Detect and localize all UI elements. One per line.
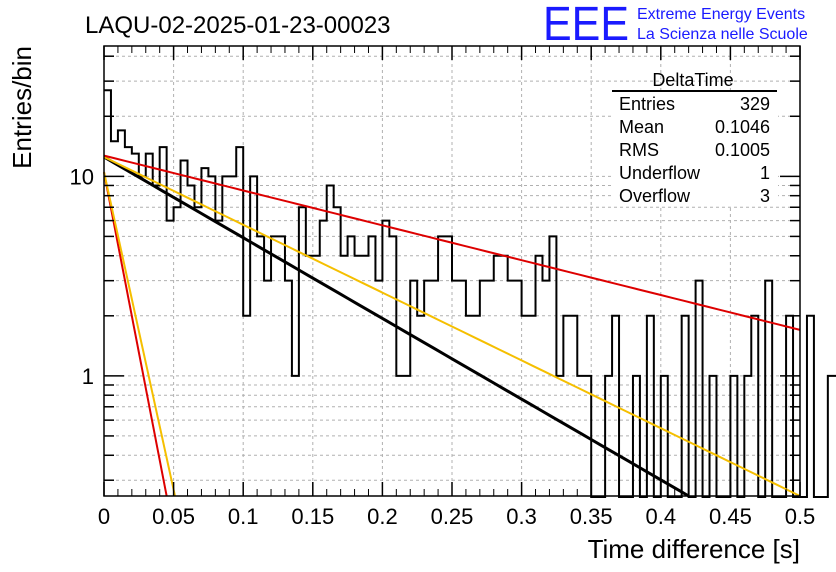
y-tick-label: 10	[70, 164, 94, 189]
stats-row-label: Underflow	[619, 163, 701, 183]
grid-lines	[104, 46, 800, 496]
stats-row-label: RMS	[619, 140, 659, 160]
x-axis-ticks: 0 0.05 0.1 0.15 0.2 0.25 0.3 0.35 0.4 0.45 0.5	[98, 46, 815, 529]
stats-row-value: 0.1046	[715, 117, 770, 137]
x-tick-label: 0.35	[570, 504, 613, 529]
logo-mark: EEE	[543, 0, 629, 51]
fit-line	[103, 154, 801, 331]
stats-row-value: 329	[740, 94, 770, 114]
fit-line	[103, 156, 801, 497]
x-tick-label: 0.05	[152, 504, 195, 529]
stats-row-label: Mean	[619, 117, 664, 137]
x-tick-label: 0.45	[709, 504, 752, 529]
x-tick-label: 0.15	[291, 504, 334, 529]
y-tick-label: 1	[82, 364, 94, 389]
x-tick-label: 0.5	[785, 504, 816, 529]
fit-line	[103, 171, 176, 497]
stats-row-value: 0.1005	[715, 140, 770, 160]
eee-logo: EEE Extreme Energy Events La Scienza nel…	[543, 0, 808, 51]
x-tick-label: 0.3	[506, 504, 537, 529]
stats-row-value: 1	[760, 163, 770, 183]
logo-line-1: Extreme Energy Events	[637, 6, 805, 23]
stats-row-label: Entries	[619, 94, 675, 114]
y-axis-ticks: 1 10	[70, 55, 800, 481]
stats-box: DeltaTime Entries 329 Mean 0.1046 RMS 0.1005 U…	[612, 70, 778, 206]
stats-row-value: 3	[760, 186, 770, 206]
x-tick-label: 0.4	[646, 504, 677, 529]
histogram-outline	[104, 89, 836, 498]
chart-title: LAQU-02-2025-01-23-00023	[85, 12, 391, 39]
fit-line	[103, 171, 168, 497]
x-tick-label: 0.25	[431, 504, 474, 529]
y-axis-label: Entries/bin	[7, 46, 37, 169]
stats-box-bg	[612, 90, 778, 206]
x-tick-label: 0.1	[228, 504, 259, 529]
stats-row-label: Overflow	[619, 186, 691, 206]
fit-lines	[103, 154, 801, 498]
histogram	[104, 89, 836, 498]
stats-box-title: DeltaTime	[652, 70, 733, 90]
logo-line-2: La Scienza nelle Scuole	[637, 26, 808, 43]
x-tick-label: 0	[98, 504, 110, 529]
x-axis-label: Time difference [s]	[588, 534, 800, 564]
fit-line	[103, 155, 690, 498]
x-tick-label: 0.2	[367, 504, 398, 529]
